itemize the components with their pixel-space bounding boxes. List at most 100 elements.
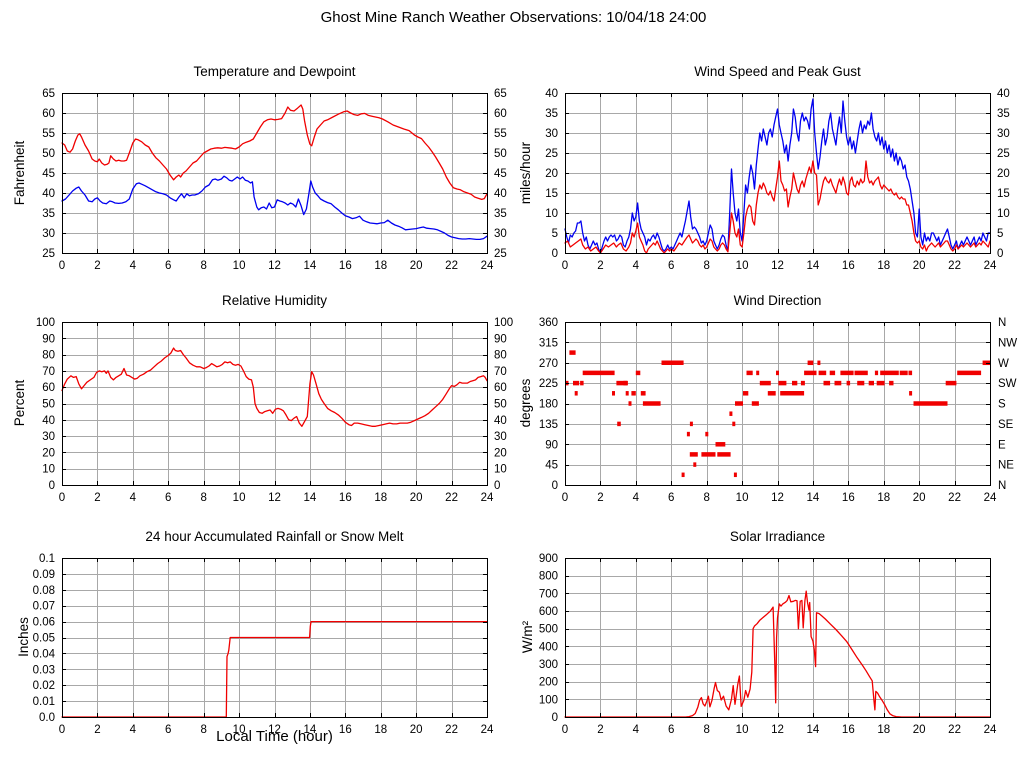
svg-text:8: 8 xyxy=(703,492,709,504)
chart-title-relative-humidity: Relative Humidity xyxy=(221,293,328,308)
svg-text:40: 40 xyxy=(494,188,507,200)
svg-text:200: 200 xyxy=(539,677,558,689)
svg-text:10: 10 xyxy=(233,492,246,504)
svg-text:35: 35 xyxy=(997,108,1010,120)
svg-text:5: 5 xyxy=(552,228,558,240)
svg-text:90: 90 xyxy=(545,439,558,451)
svg-text:6: 6 xyxy=(668,492,674,504)
svg-text:40: 40 xyxy=(42,188,55,200)
svg-text:18: 18 xyxy=(877,492,890,504)
svg-text:0.06: 0.06 xyxy=(33,617,55,629)
svg-text:14: 14 xyxy=(304,260,317,272)
svg-text:25: 25 xyxy=(545,148,558,160)
svg-text:60: 60 xyxy=(494,382,507,394)
svg-text:45: 45 xyxy=(42,168,55,180)
svg-text:6: 6 xyxy=(668,724,674,736)
svg-text:2: 2 xyxy=(597,724,603,736)
svg-text:270: 270 xyxy=(539,358,558,370)
svg-text:0: 0 xyxy=(562,260,568,272)
svg-text:0.02: 0.02 xyxy=(33,680,55,692)
svg-text:10: 10 xyxy=(233,260,246,272)
svg-text:16: 16 xyxy=(339,260,352,272)
svg-text:360: 360 xyxy=(539,317,558,329)
svg-text:55: 55 xyxy=(42,128,55,140)
svg-text:12: 12 xyxy=(771,724,784,736)
svg-text:500: 500 xyxy=(539,624,558,636)
series-wind_speed xyxy=(564,160,991,254)
svg-text:20: 20 xyxy=(42,447,55,459)
svg-text:60: 60 xyxy=(42,108,55,120)
svg-text:4: 4 xyxy=(633,724,640,736)
svg-text:0: 0 xyxy=(494,480,500,492)
svg-text:NE: NE xyxy=(998,460,1014,472)
grid-lines xyxy=(565,558,991,718)
svg-text:6: 6 xyxy=(165,260,171,272)
svg-text:8: 8 xyxy=(200,260,206,272)
svg-text:0.04: 0.04 xyxy=(33,648,56,660)
svg-text:800: 800 xyxy=(539,571,558,583)
svg-text:20: 20 xyxy=(545,168,558,180)
svg-text:0.07: 0.07 xyxy=(33,601,55,613)
tick-labels: 0 2 4 6 8 10 12 14 16 18 20 22 240.00.010.020.030.04… xyxy=(33,553,494,736)
svg-text:0: 0 xyxy=(59,724,65,736)
svg-text:900: 900 xyxy=(539,553,558,565)
svg-text:180: 180 xyxy=(539,399,558,411)
svg-text:40: 40 xyxy=(42,415,55,427)
svg-text:18: 18 xyxy=(374,724,387,736)
svg-text:25: 25 xyxy=(42,248,55,260)
svg-text:10: 10 xyxy=(545,208,558,220)
svg-text:2: 2 xyxy=(597,260,603,272)
svg-text:16: 16 xyxy=(842,260,855,272)
svg-text:24: 24 xyxy=(984,260,997,272)
svg-text:0.08: 0.08 xyxy=(33,585,55,597)
svg-text:24: 24 xyxy=(481,260,494,272)
svg-text:70: 70 xyxy=(494,366,507,378)
svg-text:0: 0 xyxy=(997,248,1003,260)
svg-text:18: 18 xyxy=(374,260,387,272)
plot-frame xyxy=(565,93,991,254)
svg-text:25: 25 xyxy=(494,248,507,260)
svg-text:80: 80 xyxy=(42,350,55,362)
svg-text:SE: SE xyxy=(998,419,1014,431)
svg-text:8: 8 xyxy=(200,492,206,504)
x-axis-label: Local Time (hour) xyxy=(216,728,333,745)
svg-text:10: 10 xyxy=(233,724,246,736)
svg-text:0: 0 xyxy=(59,260,65,272)
svg-text:14: 14 xyxy=(807,492,820,504)
svg-text:90: 90 xyxy=(494,333,507,345)
svg-text:70: 70 xyxy=(42,366,55,378)
plot-frame xyxy=(62,322,488,486)
svg-text:16: 16 xyxy=(339,724,352,736)
grid-lines xyxy=(62,93,488,254)
chart-title-solar-irradiance: Solar Irradiance xyxy=(729,529,826,544)
svg-text:20: 20 xyxy=(494,447,507,459)
svg-text:35: 35 xyxy=(494,208,507,220)
plot-frame xyxy=(62,558,488,718)
svg-text:0: 0 xyxy=(59,492,65,504)
svg-text:50: 50 xyxy=(42,148,55,160)
svg-text:8: 8 xyxy=(703,724,709,736)
plot-frame xyxy=(565,558,991,718)
svg-text:22: 22 xyxy=(445,492,458,504)
svg-text:40: 40 xyxy=(997,88,1010,100)
svg-text:35: 35 xyxy=(42,208,55,220)
svg-text:20: 20 xyxy=(913,492,926,504)
series-temperature xyxy=(61,104,488,201)
svg-text:14: 14 xyxy=(304,724,317,736)
svg-text:0.03: 0.03 xyxy=(33,664,55,676)
grid-lines xyxy=(62,322,488,486)
svg-text:24: 24 xyxy=(984,492,997,504)
svg-text:600: 600 xyxy=(539,606,558,618)
svg-text:4: 4 xyxy=(130,260,137,272)
svg-text:30: 30 xyxy=(997,128,1010,140)
svg-text:18: 18 xyxy=(374,492,387,504)
svg-text:16: 16 xyxy=(339,492,352,504)
svg-text:16: 16 xyxy=(842,724,855,736)
svg-text:15: 15 xyxy=(997,188,1010,200)
chart-title-wind-direction: Wind Direction xyxy=(733,293,822,308)
